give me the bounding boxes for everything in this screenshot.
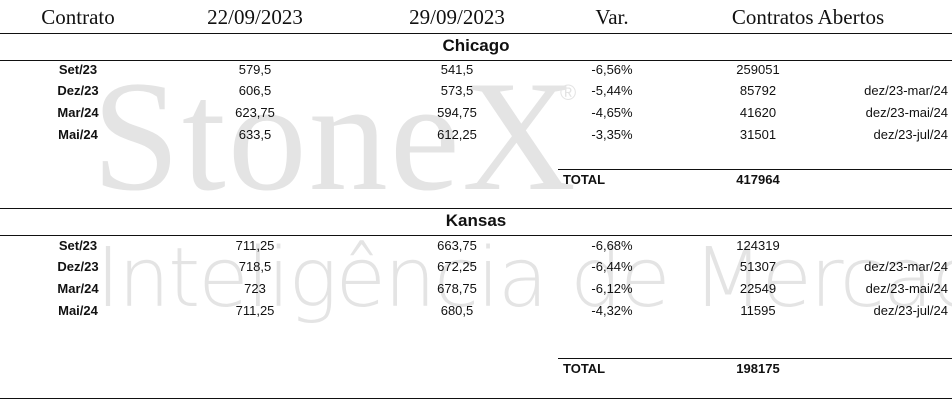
section-title: Kansas [445,211,507,230]
variation: -6,12% [591,281,633,296]
open-interest: 41620 [739,105,777,120]
contract: Mar/24 [57,281,99,296]
spread: dez/23-mai/24 [865,281,948,296]
variation: -6,56% [591,62,633,77]
price-new: 672,25 [437,259,477,274]
spread: dez/23-jul/24 [873,127,948,142]
price-new: 573,5 [440,83,474,98]
column-header: Contratos Abertos [731,5,885,29]
price-old: 718,5 [238,259,272,274]
column-header: 29/09/2023 [409,5,505,29]
contract: Set/23 [58,238,98,253]
rule [0,398,952,399]
section-title: Chicago [442,36,510,55]
total-label: TOTAL [563,172,606,187]
open-interest: 51307 [739,259,777,274]
total-value: 417964 [736,172,780,187]
open-interest: 259051 [736,62,780,77]
price-new: 594,75 [437,105,477,120]
contract: Mar/24 [57,105,99,120]
variation: -4,32% [591,303,633,318]
variation: -3,35% [591,127,633,142]
variation: -6,68% [591,238,633,253]
price-new: 612,25 [437,127,477,142]
watermark-registered: ® [560,80,577,105]
contract: Dez/23 [57,259,99,274]
price-old: 711,25 [235,303,275,318]
column-header: Contrato [41,5,115,29]
watermark-brand: StoneX [92,49,578,224]
contract: Set/23 [58,62,98,77]
rule [558,169,952,170]
rule [0,33,952,34]
rule [0,60,952,61]
open-interest: 11595 [740,303,776,318]
column-header: Var. [595,5,629,29]
column-header: 22/09/2023 [207,5,303,29]
price-new: 663,75 [437,238,477,253]
variation: -6,44% [591,259,633,274]
price-old: 623,75 [235,105,275,120]
contract: Mai/24 [58,303,98,318]
rule [0,235,952,236]
price-old: 579,5 [238,62,272,77]
contract: Mai/24 [58,127,98,142]
rule [0,208,952,209]
price-new: 680,5 [440,303,474,318]
open-interest: 85792 [739,83,777,98]
variation: -5,44% [591,83,633,98]
spread: dez/23-mai/24 [865,105,948,120]
price-old: 606,5 [238,83,272,98]
spread: dez/23-mar/24 [864,259,948,274]
open-interest: 22549 [739,281,777,296]
watermark-tagline: Inteligência de Mercado [96,231,952,326]
total-value: 198175 [736,361,780,376]
total-label: TOTAL [563,361,606,376]
spread: dez/23-mar/24 [864,83,948,98]
spread: dez/23-jul/24 [873,303,948,318]
price-new: 541,5 [440,62,474,77]
price-old: 633,5 [238,127,272,142]
contract: Dez/23 [57,83,99,98]
rule [558,358,952,359]
price-old: 711,25 [235,238,275,253]
variation: -4,65% [591,105,633,120]
price-new: 678,75 [437,281,477,296]
price-old: 723 [244,281,266,296]
open-interest: 124319 [736,238,780,253]
open-interest: 31501 [739,127,777,142]
